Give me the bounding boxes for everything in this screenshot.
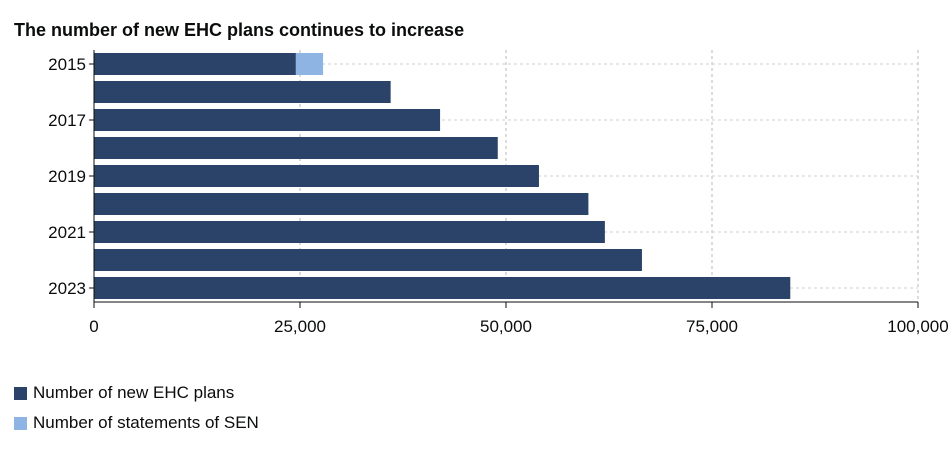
bar-2018-series-0 — [94, 137, 498, 159]
bar-2015-series-1 — [295, 53, 324, 75]
bar-2015-series-0 — [94, 53, 296, 75]
legend-item-ehc-plans: Number of new EHC plans — [14, 382, 259, 404]
bar-2020-series-0 — [94, 193, 589, 215]
legend-label-statements-sen: Number of statements of SEN — [33, 413, 259, 432]
bar-2022-series-0 — [94, 249, 642, 271]
bar-2021-series-0 — [94, 221, 605, 243]
y-tick-label: 2021 — [48, 223, 86, 242]
bar-2019-series-0 — [94, 165, 539, 187]
bar-2017-series-0 — [94, 109, 441, 131]
y-tick-label: 2015 — [48, 55, 86, 74]
x-tick-label: 25,000 — [274, 317, 326, 336]
legend: Number of new EHC plans Number of statem… — [14, 382, 259, 442]
legend-item-statements-sen: Number of statements of SEN — [14, 412, 259, 434]
chart-title: The number of new EHC plans continues to… — [14, 20, 465, 40]
y-tick-label: 2019 — [48, 167, 86, 186]
bar-2023-series-0 — [94, 277, 791, 299]
x-tick-label: 0 — [89, 317, 98, 336]
x-tick-label: 50,000 — [480, 317, 532, 336]
legend-swatch-ehc-plans — [14, 386, 27, 400]
bar-2016-series-0 — [94, 81, 391, 103]
legend-swatch-statements-sen — [14, 416, 27, 430]
x-tick-label: 100,000 — [887, 317, 948, 336]
y-tick-label: 2017 — [48, 111, 86, 130]
legend-label-ehc-plans: Number of new EHC plans — [33, 383, 235, 402]
y-tick-label: 2023 — [48, 279, 86, 298]
x-tick-label: 75,000 — [686, 317, 738, 336]
